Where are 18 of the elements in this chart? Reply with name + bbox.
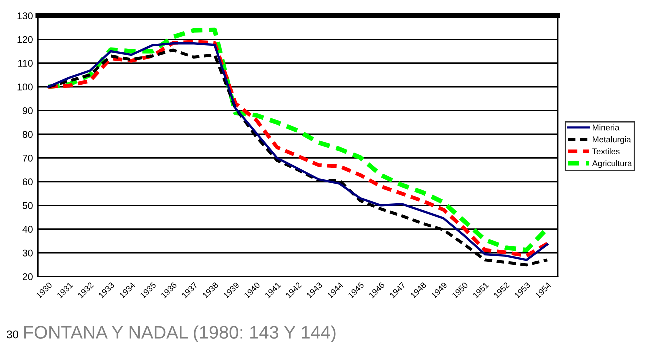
y-tick-label: 130: [18, 12, 33, 20]
y-tick-label: 60: [22, 178, 33, 186]
y-tick-label: 90: [22, 108, 33, 114]
legend-label: Textiles: [592, 148, 620, 155]
y-tick-label: 120: [18, 36, 33, 44]
y-tick-label: 110: [18, 60, 33, 67]
y-tick-label: 70: [22, 154, 33, 162]
legend-label: Metalurgia: [593, 136, 632, 144]
y-tick-label: 20: [22, 274, 33, 280]
legend-label: Mineria: [593, 124, 620, 131]
text: FONTANA Y NADAL (1980: 143 Y 144): [24, 326, 336, 343]
legend-label: Agricultura: [592, 160, 632, 168]
text: 30: [7, 330, 19, 339]
y-tick-label: 80: [22, 131, 33, 138]
y-tick-label: 30: [22, 250, 33, 257]
y-tick-label: 50: [22, 202, 33, 210]
y-tick-label: 40: [22, 226, 33, 233]
y-tick-label: 100: [18, 84, 33, 91]
